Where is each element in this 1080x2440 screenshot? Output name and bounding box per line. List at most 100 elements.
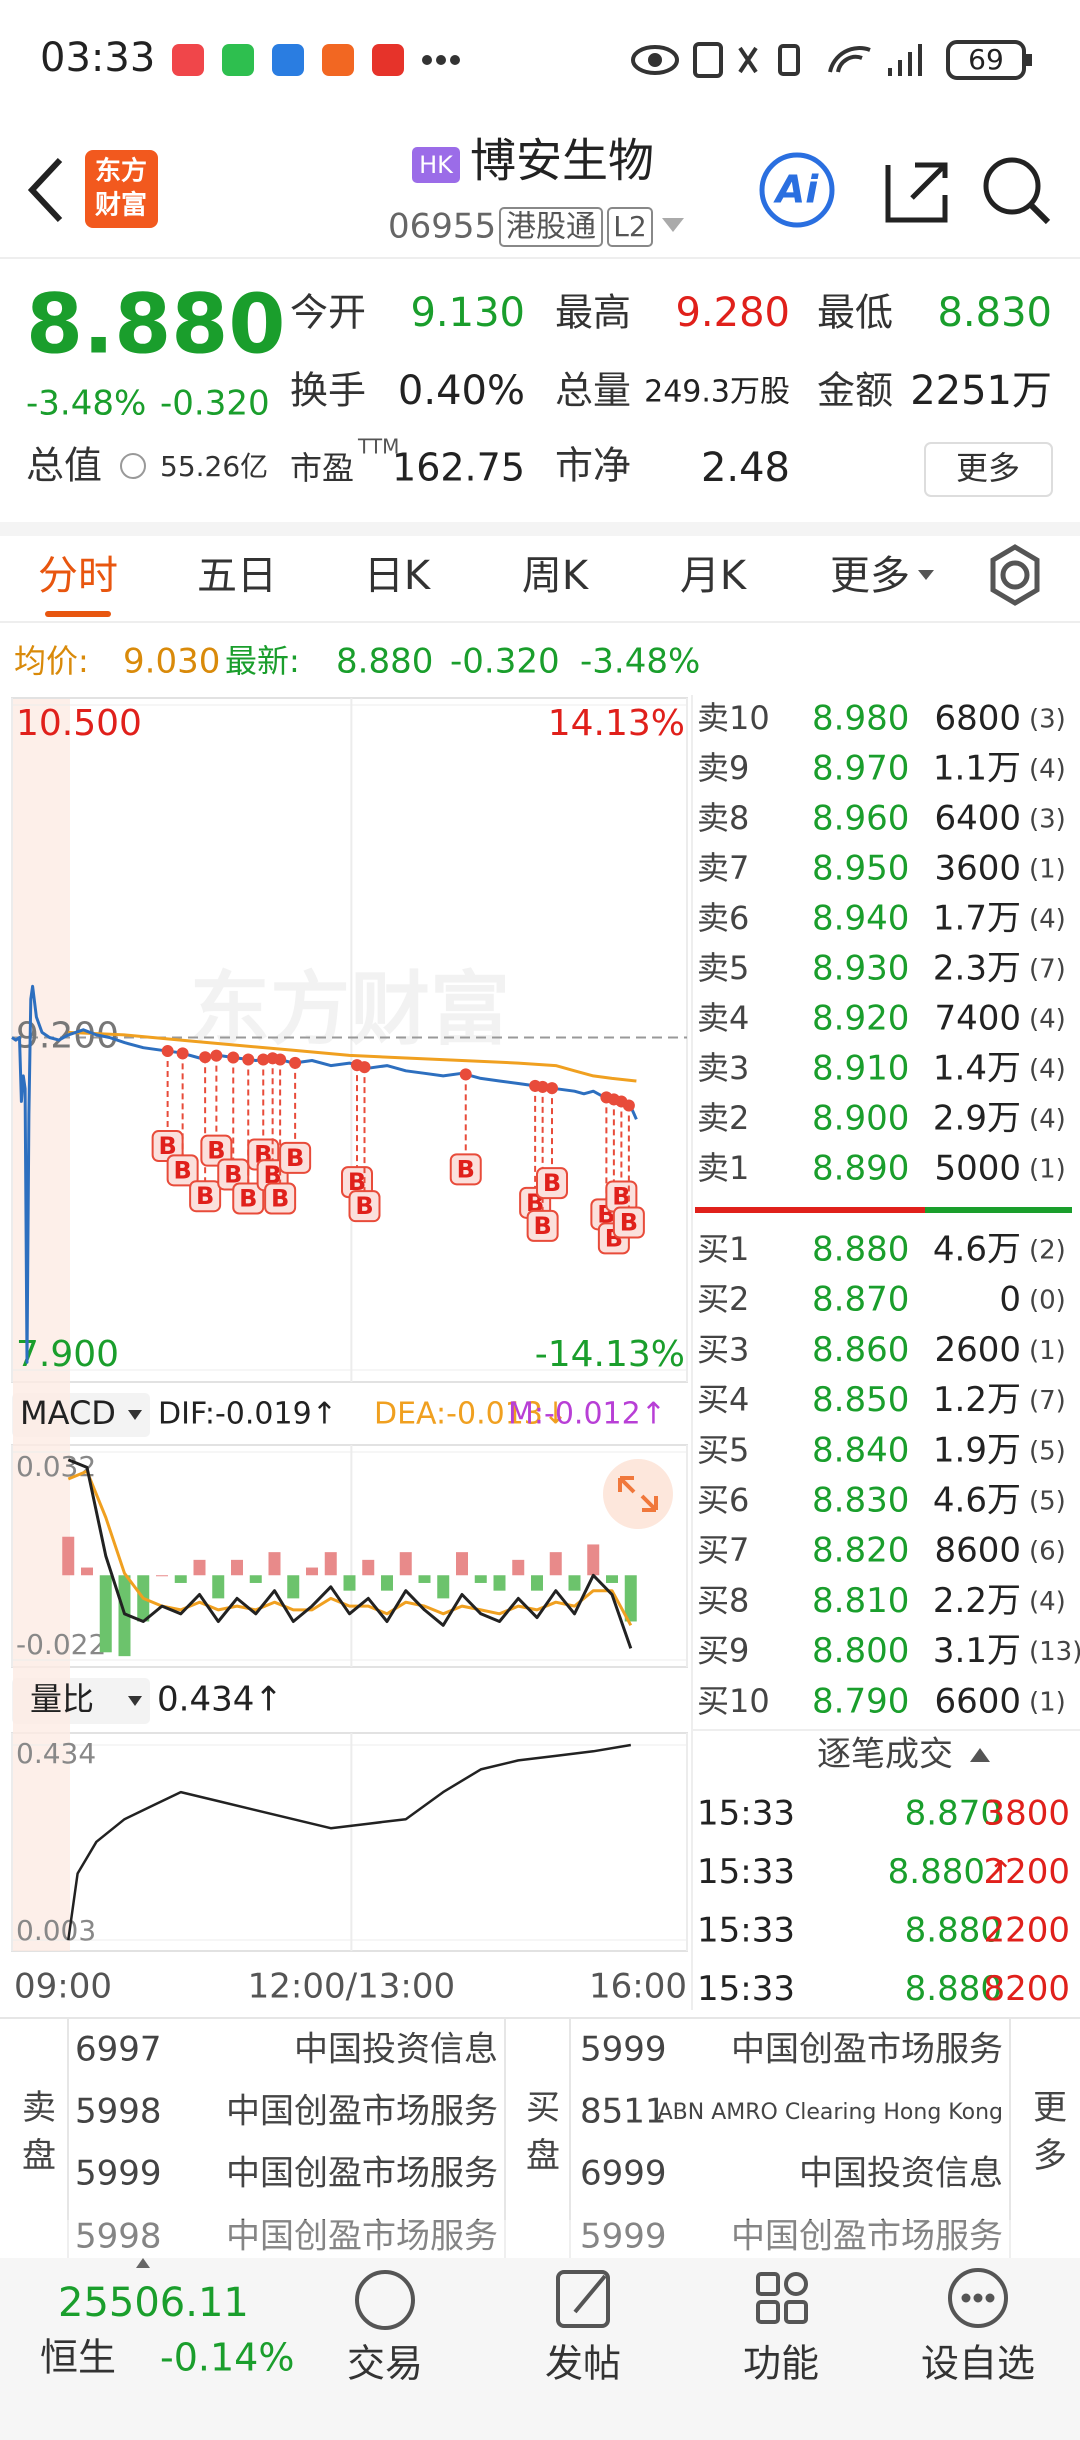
book-label: 卖2 <box>697 1099 749 1137</box>
macd-bar <box>437 1575 450 1599</box>
pct-label: 14.13% <box>548 703 685 744</box>
book-count: (1) <box>1029 1687 1066 1717</box>
trade-price: 8.870 <box>905 1794 1002 1834</box>
marker-label: B <box>543 1169 561 1197</box>
book-label: 卖10 <box>697 699 770 737</box>
y-tick-label: 0.003 <box>16 1914 96 1947</box>
marker-label: B <box>263 1161 281 1189</box>
stat-sup: TTM <box>357 435 399 459</box>
book-count: (4) <box>1029 1005 1066 1035</box>
dropdown-arrow[interactable] <box>662 218 684 232</box>
book-volume: 1.9万 <box>933 1430 1021 1470</box>
book-price: 8.850 <box>812 1380 909 1420</box>
book-price: 8.940 <box>812 899 909 939</box>
tab-button[interactable]: 更多 <box>830 553 910 599</box>
avg-line <box>68 1030 637 1083</box>
marker-box <box>449 1153 482 1186</box>
book-count: (3) <box>1029 705 1066 735</box>
ratio-selector: 量比 <box>30 1680 94 1718</box>
search-button[interactable] <box>983 157 1041 215</box>
ai-label: Ai <box>773 168 819 212</box>
tab-button[interactable]: 五日 <box>197 553 277 599</box>
book-volume: 2.3万 <box>933 949 1021 989</box>
book-label: 买1 <box>697 1230 749 1268</box>
book-volume: 2600 <box>934 1330 1021 1370</box>
stat-value: 162.75 <box>392 446 525 490</box>
stat-label: 市盈 <box>290 449 354 487</box>
tab-button[interactable]: 周K <box>522 553 590 599</box>
book-label: 卖7 <box>697 849 749 887</box>
book-volume: 3600 <box>934 849 1021 889</box>
connect: 港股通 <box>506 210 596 245</box>
stat-value: 9.280 <box>675 290 790 336</box>
nav-icons <box>355 2268 1008 2330</box>
marker-box <box>166 1154 199 1187</box>
marker-label: B <box>239 1184 257 1212</box>
book-count: (3) <box>1029 805 1066 835</box>
x-tick-label: 16:00 <box>589 1967 687 2007</box>
connect-badge <box>499 207 603 247</box>
broker-name: 中国创盈市场服务 <box>731 2217 1003 2257</box>
settings-button[interactable] <box>990 544 1040 606</box>
y-tick-label: -0.022 <box>16 1628 106 1661</box>
book-volume: 8600 <box>934 1531 1021 1571</box>
book-count: (1) <box>1029 1155 1066 1185</box>
book-count: (2) <box>1029 1236 1066 1266</box>
broker-code: 5999 <box>580 2030 667 2070</box>
pct-label: -14.13% <box>535 1334 685 1375</box>
marker-label: B <box>620 1209 638 1237</box>
change: -0.320 <box>160 384 270 424</box>
book-volume: 1.1万 <box>933 749 1021 789</box>
macd-bar <box>456 1552 468 1576</box>
nav-button[interactable]: 交易 <box>347 2342 423 2386</box>
macd-bar <box>531 1575 543 1591</box>
select-arrow <box>128 1410 142 1420</box>
premarket-shade <box>13 699 70 1951</box>
index-arrow <box>136 2258 150 2268</box>
nav-button[interactable]: 功能 <box>743 2342 819 2386</box>
watermark: 东方财富 <box>190 963 510 1056</box>
logo-text: 财富 <box>95 190 147 221</box>
divider <box>0 522 1080 536</box>
stat-label: 市净 <box>555 444 631 488</box>
book-price: 8.910 <box>812 1049 909 1089</box>
tab-button[interactable]: 月K <box>680 553 748 599</box>
marker-box <box>232 1182 265 1215</box>
stat-label: 最高 <box>555 291 631 335</box>
change-pct: -3.48% <box>26 384 146 424</box>
book-price: 8.820 <box>812 1531 909 1571</box>
book-count: (1) <box>1029 855 1066 885</box>
marker-label: B <box>271 1184 289 1212</box>
macd-bar <box>512 1559 525 1576</box>
more-button[interactable] <box>924 442 1053 497</box>
info-icon[interactable] <box>120 453 146 479</box>
trade-time: 15:33 <box>697 1852 795 1892</box>
book-volume: 1.7万 <box>933 899 1021 939</box>
marker-dot <box>176 1047 189 1060</box>
macd-bar <box>418 1575 431 1583</box>
x-tick-label: 09:00 <box>14 1967 112 2007</box>
search-handle <box>1028 202 1051 225</box>
tab-button[interactable]: 分时 <box>38 553 118 599</box>
macd-bar <box>362 1559 375 1576</box>
status-time: 03:33 <box>40 35 155 81</box>
more-button[interactable]: 更多 <box>956 449 1020 487</box>
book-price: 8.800 <box>812 1631 909 1671</box>
macd-bar <box>118 1575 131 1657</box>
book-volume: 4.6万 <box>933 1230 1021 1270</box>
book-label: 卖6 <box>697 899 749 937</box>
marker-label: B <box>173 1156 191 1184</box>
macd-bar <box>99 1575 112 1653</box>
nav-button[interactable]: 发帖 <box>545 2342 621 2386</box>
back-button[interactable] <box>27 157 63 223</box>
more-button[interactable]: 更多 <box>1027 2089 1067 2185</box>
book-count: (4) <box>1029 1587 1066 1617</box>
expand-button[interactable] <box>603 1459 673 1529</box>
stat-value: 2.48 <box>701 445 790 491</box>
index-value: 25506.11 <box>58 2280 249 2326</box>
tab-button[interactable]: 日K <box>364 553 432 599</box>
macd-bar <box>493 1575 506 1591</box>
nav-button[interactable]: 设自选 <box>921 2342 1035 2386</box>
ai-button[interactable] <box>759 152 835 228</box>
share-button[interactable] <box>885 162 948 223</box>
